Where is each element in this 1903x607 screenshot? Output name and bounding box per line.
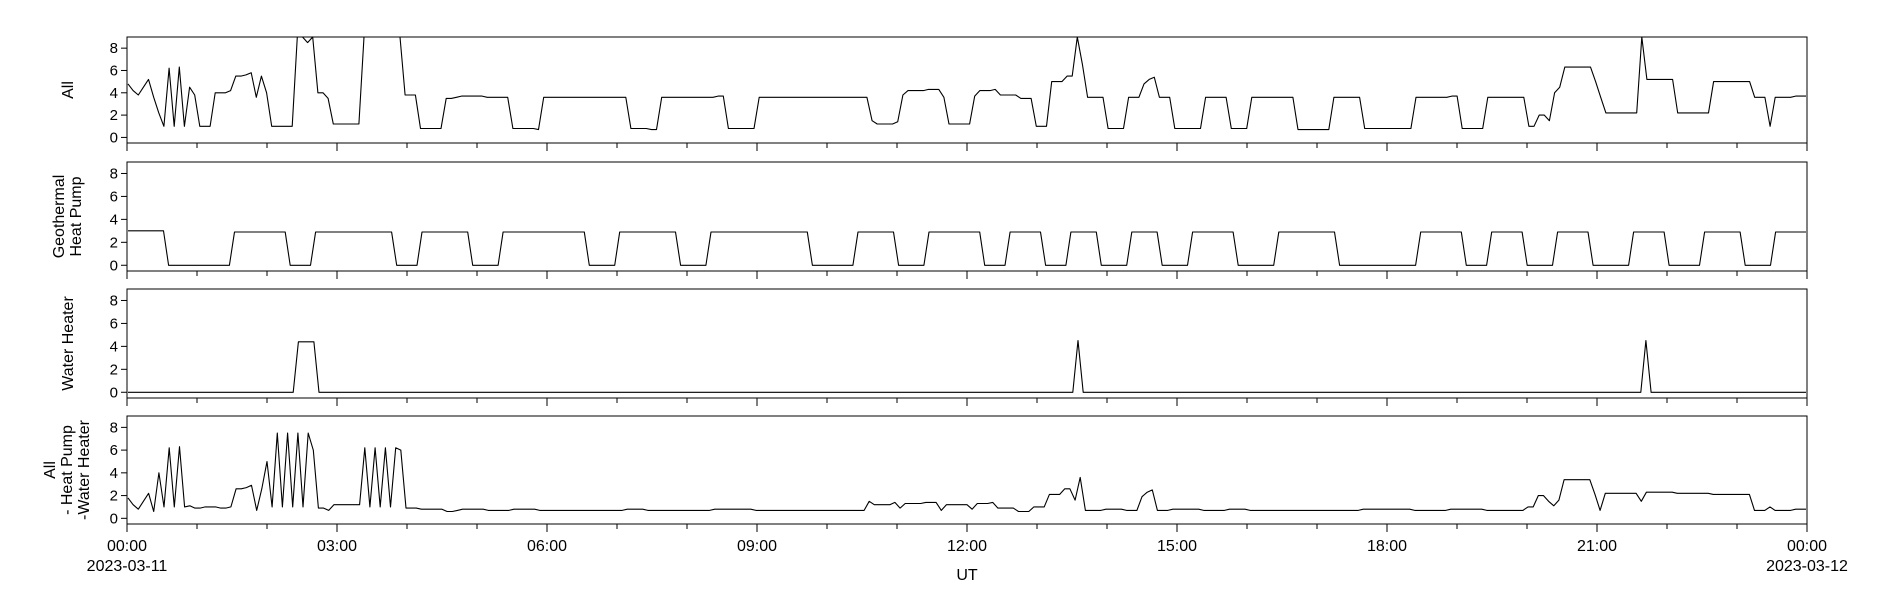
y-tick-label: 0	[110, 510, 118, 527]
y-axis-label-line: All	[42, 461, 59, 479]
y-tick-label: 0	[110, 384, 118, 401]
x-tick-label: 03:00	[317, 538, 357, 555]
panel-frame	[126, 415, 1808, 525]
y-tick-label: 4	[110, 85, 118, 102]
y-tick-label: 2	[110, 488, 118, 505]
y-axis-label: All	[60, 81, 77, 99]
x-tick-label: 12:00	[947, 538, 987, 555]
y-tick-label: 6	[110, 62, 118, 79]
y-tick-label: 6	[110, 188, 118, 205]
y-tick-label: 8	[110, 419, 118, 436]
y-axis-label-line: - Heat Pump	[59, 425, 76, 515]
y-axis-label-line: Water Heater	[60, 296, 77, 391]
y-tick-label: 2	[110, 234, 118, 251]
panel-2: 0 2 4 6 8 GeothermalHeat Pump	[51, 161, 1808, 279]
y-axis-label-line: Heat Pump	[68, 176, 85, 256]
series-line-1	[128, 230, 1806, 266]
y-tick-label: 0	[110, 129, 118, 146]
y-tick-label: 2	[110, 361, 118, 378]
series-line-1	[127, 432, 1806, 513]
y-tick-label: 6	[110, 442, 118, 459]
panel-1: 0 2 4 6 8 All	[60, 36, 1808, 151]
x-tick-label: 00:00	[107, 538, 147, 555]
panel-4: 0 2 4 6 8 All- Heat Pump-Water Heater	[42, 415, 1808, 532]
x-date-label: 2023-03-12	[1766, 558, 1848, 575]
y-tick-label: 4	[110, 465, 118, 482]
series-line-1	[127, 36, 1806, 131]
x-tick-label: 15:00	[1157, 538, 1197, 555]
y-tick-label: 8	[110, 292, 118, 309]
x-tick-label: 21:00	[1577, 538, 1617, 555]
x-tick-label: 18:00	[1367, 538, 1407, 555]
y-tick-label: 2	[110, 107, 118, 124]
y-axis-label-line: -Water Heater	[76, 419, 93, 520]
y-tick-label: 6	[110, 315, 118, 332]
y-tick-label: 4	[110, 338, 118, 355]
y-tick-label: 8	[110, 40, 118, 57]
x-tick-label: 09:00	[737, 538, 777, 555]
panel-frame	[126, 161, 1808, 272]
x-date-label: 2023-03-11	[87, 558, 168, 575]
y-axis-label: Water Heater	[60, 296, 77, 391]
x-axis-label: UT	[956, 567, 978, 584]
y-axis-label: All- Heat Pump-Water Heater	[42, 419, 93, 520]
y-axis-label: GeothermalHeat Pump	[51, 175, 85, 259]
y-axis-label-line: Geothermal	[51, 175, 68, 259]
y-axis-label-line: All	[60, 81, 77, 99]
panel-frame	[126, 36, 1808, 144]
series-line-1	[128, 340, 1806, 393]
y-tick-label: 8	[110, 165, 118, 182]
panel-frame	[126, 288, 1808, 399]
x-tick-label: 06:00	[527, 538, 567, 555]
panel-3: 0 2 4 6 8 Water Heater	[60, 288, 1808, 406]
y-tick-label: 4	[110, 211, 118, 228]
x-tick-label: 00:00	[1787, 538, 1827, 555]
y-tick-label: 0	[110, 257, 118, 274]
